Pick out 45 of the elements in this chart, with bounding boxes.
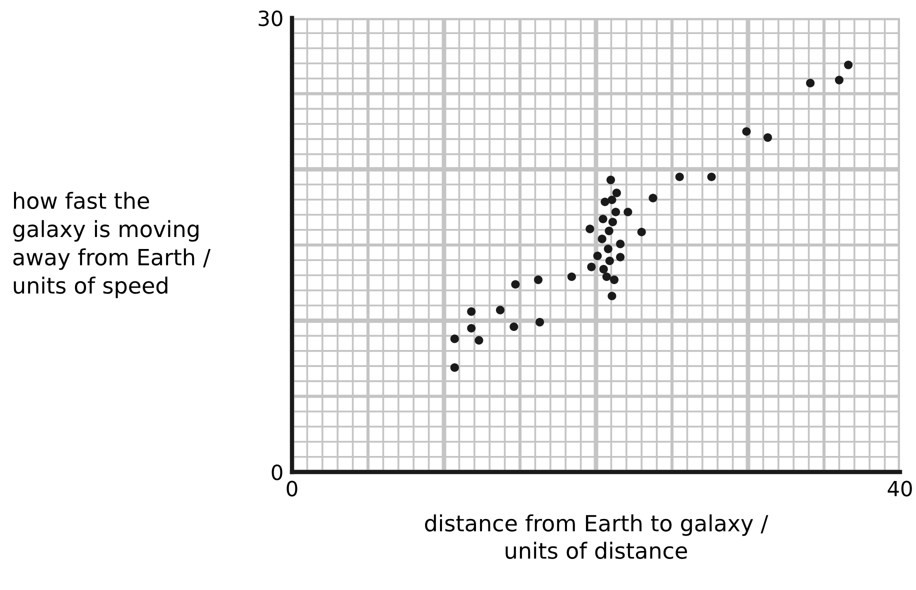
point — [612, 188, 621, 198]
point — [844, 60, 853, 70]
point — [806, 78, 815, 88]
point — [511, 280, 520, 289]
point — [593, 252, 602, 260]
point — [763, 133, 772, 142]
x-axis-title: distance from Earth to galaxy / units of distance — [425, 514, 768, 560]
point — [600, 198, 610, 206]
point — [450, 363, 459, 372]
point — [496, 306, 505, 314]
point — [707, 172, 716, 182]
point — [616, 252, 625, 262]
point — [608, 196, 616, 204]
point — [474, 336, 484, 345]
point — [567, 272, 576, 282]
point — [742, 127, 751, 136]
x-tick-label: 40 — [888, 480, 912, 496]
point — [599, 264, 608, 274]
point — [534, 276, 543, 284]
point — [467, 324, 476, 333]
point — [675, 172, 684, 182]
point — [611, 208, 620, 216]
point — [648, 194, 658, 202]
point — [604, 244, 612, 254]
point — [606, 176, 616, 184]
point — [637, 228, 646, 236]
point — [605, 256, 614, 266]
point — [467, 307, 476, 316]
point — [604, 226, 614, 236]
point — [608, 292, 616, 300]
point — [586, 224, 594, 234]
point — [624, 208, 632, 216]
point — [587, 262, 596, 272]
point — [510, 322, 518, 331]
point — [834, 76, 844, 84]
point — [616, 240, 625, 248]
point — [598, 214, 608, 224]
point — [602, 272, 611, 282]
y-axis-title: how fast the galaxy is moving away from Earth / units of speed — [13, 192, 211, 298]
y-tick-label: 30 — [258, 10, 282, 26]
point — [610, 276, 619, 284]
point — [535, 318, 544, 326]
point — [608, 218, 617, 226]
point — [598, 234, 606, 244]
point — [450, 334, 459, 344]
